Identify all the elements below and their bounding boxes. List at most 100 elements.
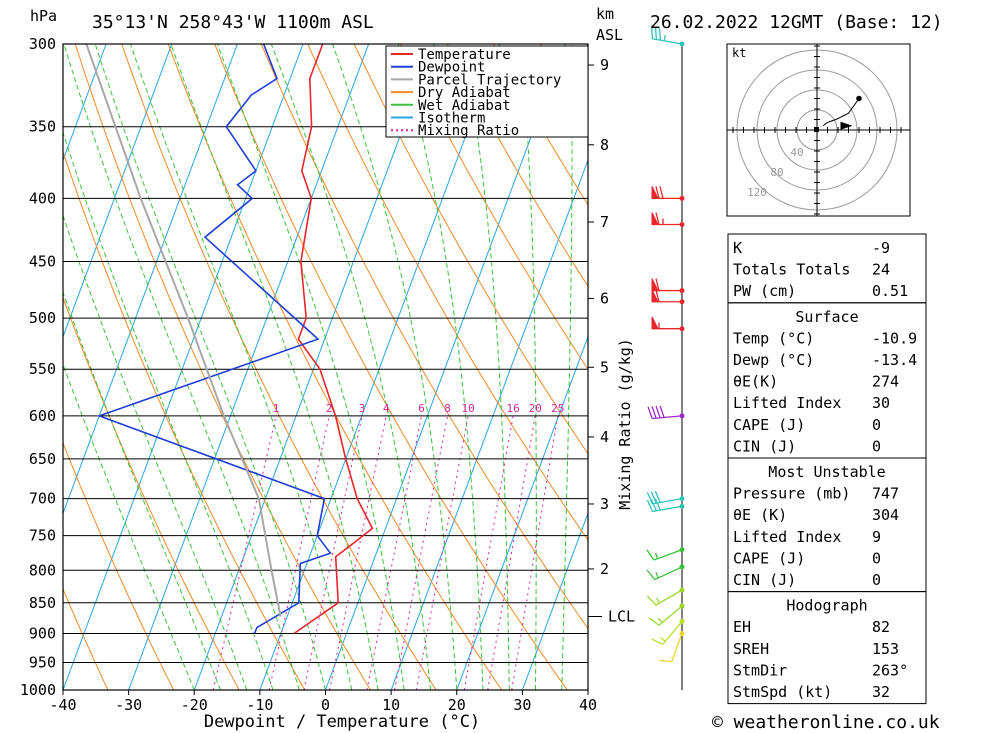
- wind-barb-tick: [654, 27, 658, 40]
- mixing-ratio-value: 6: [418, 402, 425, 415]
- wind-barb-staff: [671, 633, 683, 662]
- index-value: -10.9: [872, 329, 917, 347]
- index-name: θE (K): [733, 506, 787, 524]
- wind-barb-half-tick: [660, 636, 666, 642]
- isotherm-line: [63, 44, 304, 690]
- isotherm-line: [390, 158, 588, 690]
- index-value: 32: [872, 683, 890, 701]
- pressure-tick-label: 850: [29, 594, 56, 612]
- wind-barb-tick: [646, 499, 654, 512]
- legend-label: Parcel Trajectory: [418, 72, 561, 88]
- wind-barb-staff: [652, 505, 683, 513]
- x-tick-label: 20: [448, 696, 466, 714]
- isotherm-line: [63, 44, 238, 515]
- wind-barb-tick: [659, 405, 665, 418]
- wind-barb-half-tick: [663, 34, 666, 41]
- datetime-title: 26.02.2022 12GMT (Base: 12): [650, 12, 943, 33]
- x-tick-label: -20: [181, 696, 208, 714]
- wind-barb-dot: [679, 299, 685, 305]
- index-value: 0: [872, 416, 881, 434]
- pressure-tick-label: 800: [29, 561, 56, 579]
- legend-label: Dry Adiabat: [418, 85, 511, 101]
- hodograph-ring-label: 120: [747, 186, 767, 199]
- legend-label: Isotherm: [418, 111, 485, 127]
- wind-barb-dot: [679, 496, 685, 502]
- index-value: 0.51: [872, 282, 908, 300]
- most-unstable-indices-title: Most Unstable: [768, 463, 885, 481]
- hodograph-indices-title: Hodograph: [786, 597, 867, 615]
- mixing-ratio-value: 4: [383, 402, 390, 415]
- x-tick-label: 40: [579, 696, 597, 714]
- wind-barb-flag: [651, 186, 659, 199]
- wind-barb-dot: [679, 564, 685, 570]
- wind-barb-tick: [659, 659, 672, 663]
- wind-barb-staff: [654, 566, 683, 581]
- dry-adiabat-line: [214, 44, 568, 690]
- km-tick-label: 9: [600, 56, 609, 74]
- mixing-ratio-line: [329, 415, 387, 690]
- wet-adiabat-line: [561, 44, 573, 690]
- wind-barb-flag: [651, 316, 659, 330]
- pressure-tick-label: 300: [29, 35, 56, 53]
- plot-frame: [62, 43, 589, 691]
- wind-barb-dot: [679, 618, 685, 624]
- wind-barb-half-tick: [655, 597, 661, 604]
- x-tick-label: -30: [115, 696, 142, 714]
- wind-barb-tick: [650, 491, 657, 504]
- mixing-ratio-line: [463, 415, 514, 690]
- wind-barb: [646, 587, 685, 606]
- wind-barb: [646, 490, 685, 505]
- wind-barb-tick: [655, 212, 660, 225]
- wind-barb-flag: [651, 212, 659, 226]
- hodograph-trace: [822, 98, 860, 127]
- wind-barb-tick: [646, 492, 654, 505]
- dry-adiabat-line: [446, 44, 588, 288]
- pressure-tick-label: 900: [29, 624, 56, 642]
- wind-barb-tick: [646, 549, 655, 561]
- wind-barb-tick: [646, 595, 657, 606]
- pressure-tick-label: 450: [29, 253, 56, 271]
- mixing-ratio-line: [511, 415, 559, 690]
- wind-barb-tick: [658, 27, 661, 41]
- pressure-tick-label: 350: [29, 118, 56, 136]
- index-name: Totals Totals: [733, 261, 850, 279]
- mixing-ratio-value: 16: [507, 402, 520, 415]
- mixing-ratio-line: [268, 415, 330, 690]
- hodograph-end-dot: [856, 95, 862, 102]
- wind-barb-tick: [654, 498, 661, 511]
- wind-barb-dot: [679, 587, 685, 593]
- mixing-ratio-line: [415, 415, 469, 690]
- legend-box: [385, 45, 589, 138]
- wind-barb-tick: [655, 186, 660, 199]
- mixing-ratio-value: 10: [462, 402, 475, 415]
- isotherm-line: [325, 44, 566, 690]
- wind-barb-tick: [648, 617, 660, 626]
- wind-barb: [646, 498, 685, 513]
- legend-label: Temperature: [418, 47, 511, 63]
- isotherm-line: [456, 335, 588, 690]
- index-name: θE(K): [733, 373, 778, 391]
- wind-barb: [651, 278, 685, 294]
- index-value: 9: [872, 528, 881, 546]
- wind-barb-staff: [655, 589, 683, 606]
- wind-barb-tick: [655, 278, 660, 291]
- index-name: Temp (°C): [733, 329, 814, 347]
- index-name: SREH: [733, 640, 769, 658]
- index-name: Pressure (mb): [733, 485, 850, 503]
- hpa-unit-label: hPa: [30, 7, 57, 25]
- mixing-ratio-lines: 1 2 3 4 6 8 10 16 20 25: [212, 402, 564, 690]
- km-tick-label: 4: [600, 428, 609, 446]
- x-tick-label: -40: [49, 696, 76, 714]
- mixing-ratio-value: 25: [551, 402, 564, 415]
- km-tick-label: 6: [600, 289, 609, 307]
- isotherm-line: [63, 44, 107, 162]
- index-value: 0: [872, 437, 881, 455]
- wind-barb-half-tick: [657, 617, 663, 624]
- dry-adiabat-line: [959, 44, 1000, 690]
- index-name: CAPE (J): [733, 416, 805, 434]
- pressure-tick-label: 550: [29, 360, 56, 378]
- hodograph-indices-box: [727, 591, 927, 705]
